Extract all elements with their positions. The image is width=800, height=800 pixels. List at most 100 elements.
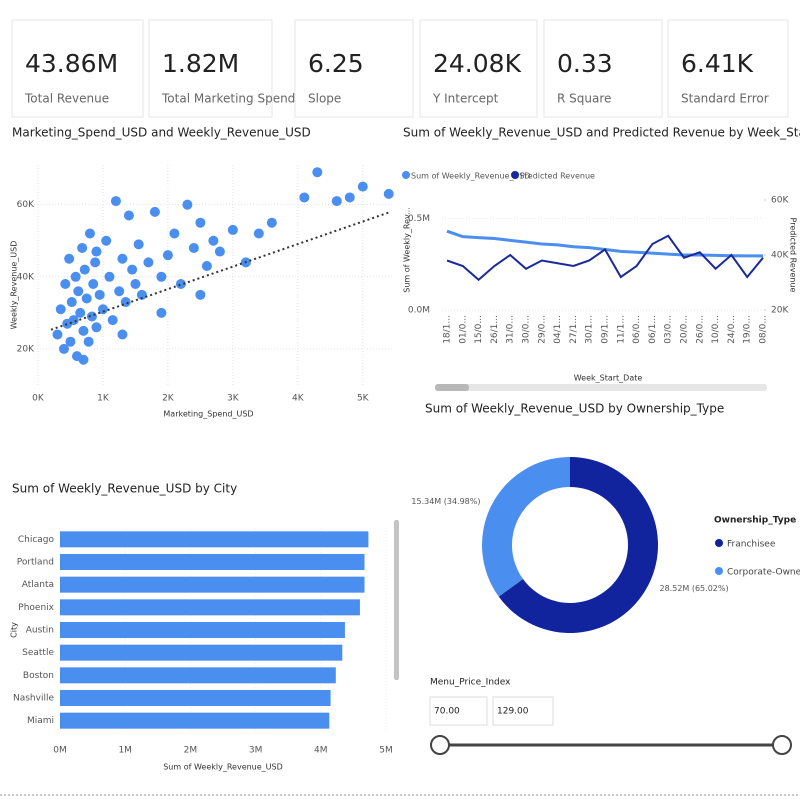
x-tick-label: 26/0... bbox=[695, 315, 705, 344]
point bbox=[55, 304, 66, 315]
slider-handle[interactable] bbox=[430, 735, 450, 755]
series-line bbox=[446, 234, 764, 282]
x-tick-label: 06/0... bbox=[632, 315, 642, 344]
point bbox=[94, 289, 105, 300]
x-tick-label: 0K bbox=[32, 394, 45, 404]
point bbox=[344, 192, 355, 203]
x-tick-label: 5M bbox=[379, 746, 393, 756]
point bbox=[58, 343, 69, 354]
point bbox=[175, 279, 186, 290]
y2-axis-title: Predicted Revenue bbox=[789, 218, 798, 293]
y-tick-label: Atlanta bbox=[22, 580, 54, 590]
kpi-card bbox=[11, 19, 144, 118]
y-tick-label: 0.0M bbox=[408, 306, 430, 316]
x-tick-label: 4K bbox=[292, 394, 305, 404]
x-tick-label: 1K bbox=[97, 394, 110, 404]
y-tick-label: 20K bbox=[17, 344, 35, 354]
bar bbox=[60, 554, 365, 570]
slider-handle[interactable] bbox=[772, 735, 792, 755]
x-tick-label: 27/1... bbox=[569, 315, 579, 344]
kpi-value: 24.08K bbox=[433, 49, 522, 78]
kpi-label: Y Intercept bbox=[432, 92, 499, 106]
x-tick-label: 30/0... bbox=[522, 315, 532, 344]
donut-slice bbox=[498, 457, 658, 634]
legend-marker bbox=[715, 539, 723, 547]
x-tick-label: 2M bbox=[184, 746, 198, 756]
legend-label: Sum of Weekly_Revenue_USD bbox=[411, 172, 531, 181]
point bbox=[65, 336, 76, 347]
kpi-label: R Square bbox=[557, 92, 611, 106]
point bbox=[84, 228, 95, 239]
point bbox=[78, 325, 89, 336]
kpi-label: Total Revenue bbox=[24, 92, 109, 106]
x-tick-label: 03/0... bbox=[664, 315, 674, 344]
y-axis-title: Weekly_Revenue_USD bbox=[10, 241, 19, 330]
data-label: 15.34M (34.98%) bbox=[411, 497, 480, 506]
point bbox=[214, 246, 225, 257]
y-tick-label: Portland bbox=[17, 558, 54, 568]
x-axis-title: Marketing_Spend_USD bbox=[163, 410, 253, 419]
point bbox=[253, 228, 264, 239]
point bbox=[299, 192, 310, 203]
bar bbox=[60, 531, 369, 548]
point bbox=[383, 188, 394, 199]
kpi-label: Standard Error bbox=[681, 92, 769, 106]
kpi-card bbox=[294, 19, 414, 118]
bar bbox=[60, 576, 365, 593]
kpi-label: Total Marketing Spend bbox=[161, 92, 295, 106]
x-tick-label: 10/0... bbox=[711, 315, 721, 344]
point bbox=[143, 257, 154, 268]
point bbox=[79, 264, 90, 275]
point bbox=[104, 271, 115, 282]
scrollbar-thumb[interactable] bbox=[435, 384, 469, 391]
legend-marker bbox=[402, 171, 410, 179]
point bbox=[195, 289, 206, 300]
bar bbox=[60, 644, 343, 661]
kpi-value: 6.41K bbox=[681, 49, 754, 78]
kpi-card bbox=[543, 19, 663, 118]
bar bbox=[60, 690, 331, 706]
point bbox=[195, 217, 206, 228]
point bbox=[97, 304, 108, 315]
point bbox=[156, 271, 167, 282]
scrollbar-thumb[interactable] bbox=[394, 520, 399, 680]
slicer-max-box[interactable] bbox=[492, 696, 554, 726]
point bbox=[88, 279, 99, 290]
x-tick-label: 1M bbox=[118, 746, 132, 756]
y-tick-label: Chicago bbox=[18, 535, 55, 545]
y-axis-title: City bbox=[10, 622, 19, 638]
scrollbar[interactable] bbox=[435, 384, 767, 391]
x-tick-label: 08/0... bbox=[759, 315, 769, 344]
x-tick-label: 15/0... bbox=[474, 315, 484, 344]
kpi-value: 6.25 bbox=[308, 49, 364, 78]
point bbox=[91, 246, 102, 257]
slicer-min-box[interactable] bbox=[429, 696, 488, 726]
x-axis-title: Sum of Weekly_Revenue_USD bbox=[163, 763, 283, 772]
kpi-card bbox=[148, 19, 273, 118]
x-tick-label: 30/1... bbox=[585, 315, 595, 344]
y-axis-title: Sum of Weekly_Rev... bbox=[403, 207, 412, 292]
y-tick-label: Boston bbox=[23, 671, 54, 681]
y-tick-label: Nashville bbox=[13, 694, 54, 704]
x-tick-label: 09/1... bbox=[601, 315, 611, 344]
x-tick-label: 5K bbox=[357, 394, 370, 404]
x-tick-label: 26/1... bbox=[490, 315, 500, 344]
y-tick-label: 60K bbox=[17, 200, 35, 210]
y-tick-label: 0.5M bbox=[408, 214, 430, 224]
kpi-value: 0.33 bbox=[557, 49, 613, 78]
point bbox=[110, 196, 121, 207]
y-tick-label: Seattle bbox=[22, 648, 54, 658]
point bbox=[130, 279, 141, 290]
point bbox=[117, 253, 128, 264]
kpi-value: 43.86M bbox=[25, 49, 118, 78]
point bbox=[91, 322, 102, 333]
slicer-max: 129.00 bbox=[497, 707, 529, 717]
chart-title: Sum of Weekly_Revenue_USD and Predicted … bbox=[403, 126, 800, 140]
y2-tick-label: 60K bbox=[771, 196, 789, 206]
x-tick-label: 19/0... bbox=[743, 315, 753, 344]
bar bbox=[60, 599, 360, 616]
x-tick-label: 3K bbox=[227, 394, 240, 404]
y-tick-label: Miami bbox=[27, 716, 54, 726]
point bbox=[52, 329, 63, 340]
